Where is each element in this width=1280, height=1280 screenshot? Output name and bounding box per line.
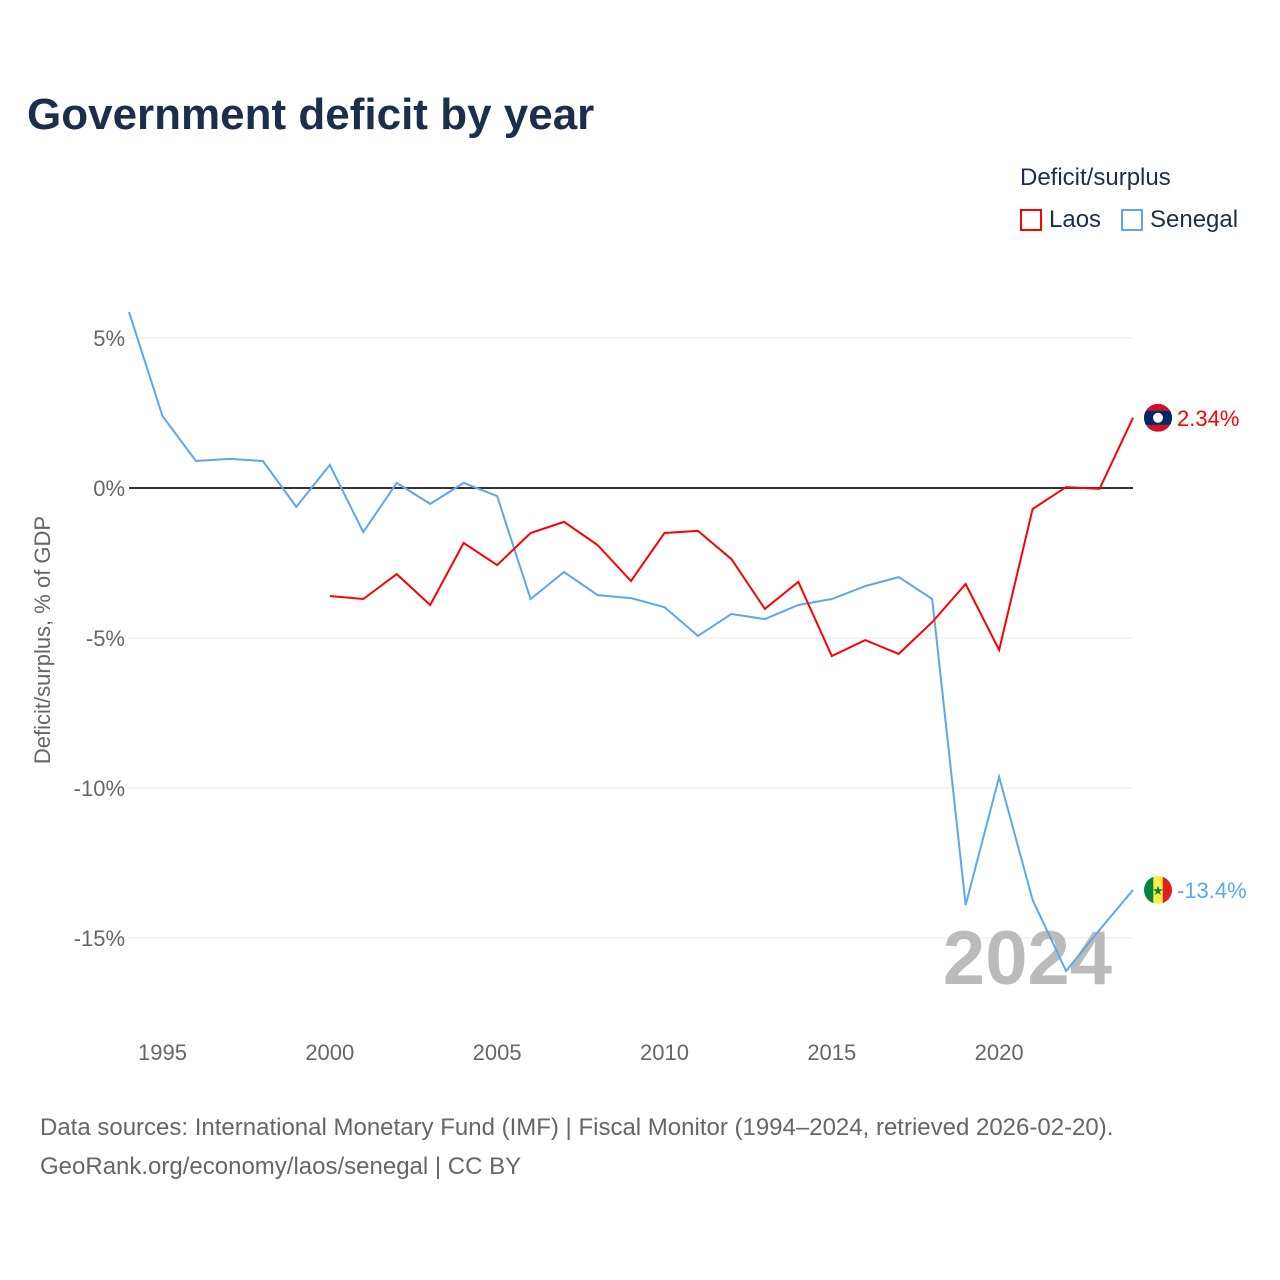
legend-swatch-laos xyxy=(1020,209,1042,231)
end-label-senegal: -13.4% xyxy=(1177,878,1247,903)
legend-item-senegal[interactable]: Senegal xyxy=(1121,206,1238,234)
year-watermark: 2024 xyxy=(943,916,1112,1001)
x-tick-label: 2005 xyxy=(473,1040,522,1065)
legend-title: Deficit/surplus xyxy=(1020,164,1171,191)
flag-band xyxy=(1144,876,1154,904)
x-tick-label: 2010 xyxy=(640,1040,689,1065)
x-tick-label: 1995 xyxy=(138,1040,187,1065)
flag-band xyxy=(1153,876,1163,904)
flag-body xyxy=(1144,403,1172,432)
x-tick-label: 2020 xyxy=(975,1040,1024,1065)
x-tick-label: 2015 xyxy=(807,1040,856,1065)
flag-laos-icon xyxy=(1144,403,1172,432)
flag-star: ★ xyxy=(1152,883,1164,898)
x-tick-label: 2000 xyxy=(305,1040,354,1065)
series-line-laos xyxy=(329,417,1134,658)
flag-body: ★ xyxy=(1144,876,1172,904)
flag-disc xyxy=(1153,412,1163,423)
y-tick-label: -15% xyxy=(74,926,125,951)
source-line-2: GeoRank.org/economy/laos/senegal | CC BY xyxy=(40,1153,522,1180)
flag-senegal-icon: ★ xyxy=(1144,876,1172,904)
y-tick-label: 5% xyxy=(93,326,125,351)
legend-label: Senegal xyxy=(1150,206,1239,233)
flag-band xyxy=(1162,876,1172,904)
legend-swatch-senegal xyxy=(1121,209,1143,231)
end-label-laos: 2.34% xyxy=(1177,406,1239,431)
y-tick-label: 0% xyxy=(93,476,125,501)
y-axis-label: Deficit/surplus, % of GDP xyxy=(30,516,55,764)
source-note: Data sources: International Monetary Fun… xyxy=(40,1108,1113,1186)
series-line-senegal xyxy=(128,311,1134,973)
source-line-1: Data sources: International Monetary Fun… xyxy=(40,1114,1114,1141)
y-tick-label: -10% xyxy=(74,776,125,801)
legend-label: Laos xyxy=(1049,206,1102,233)
legend-item-laos[interactable]: Laos xyxy=(1020,206,1101,234)
y-tick-label: -5% xyxy=(86,626,125,651)
chart-title: Government deficit by year xyxy=(27,90,595,139)
